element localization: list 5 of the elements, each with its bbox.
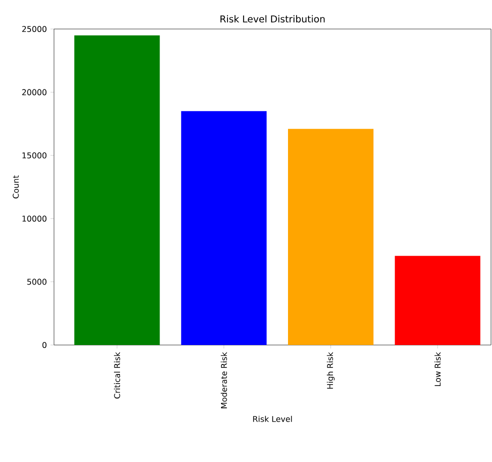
chart-title: Risk Level Distribution <box>220 15 325 23</box>
bar <box>288 128 374 345</box>
bar <box>74 35 160 345</box>
bar <box>394 256 480 345</box>
bar <box>181 111 267 345</box>
